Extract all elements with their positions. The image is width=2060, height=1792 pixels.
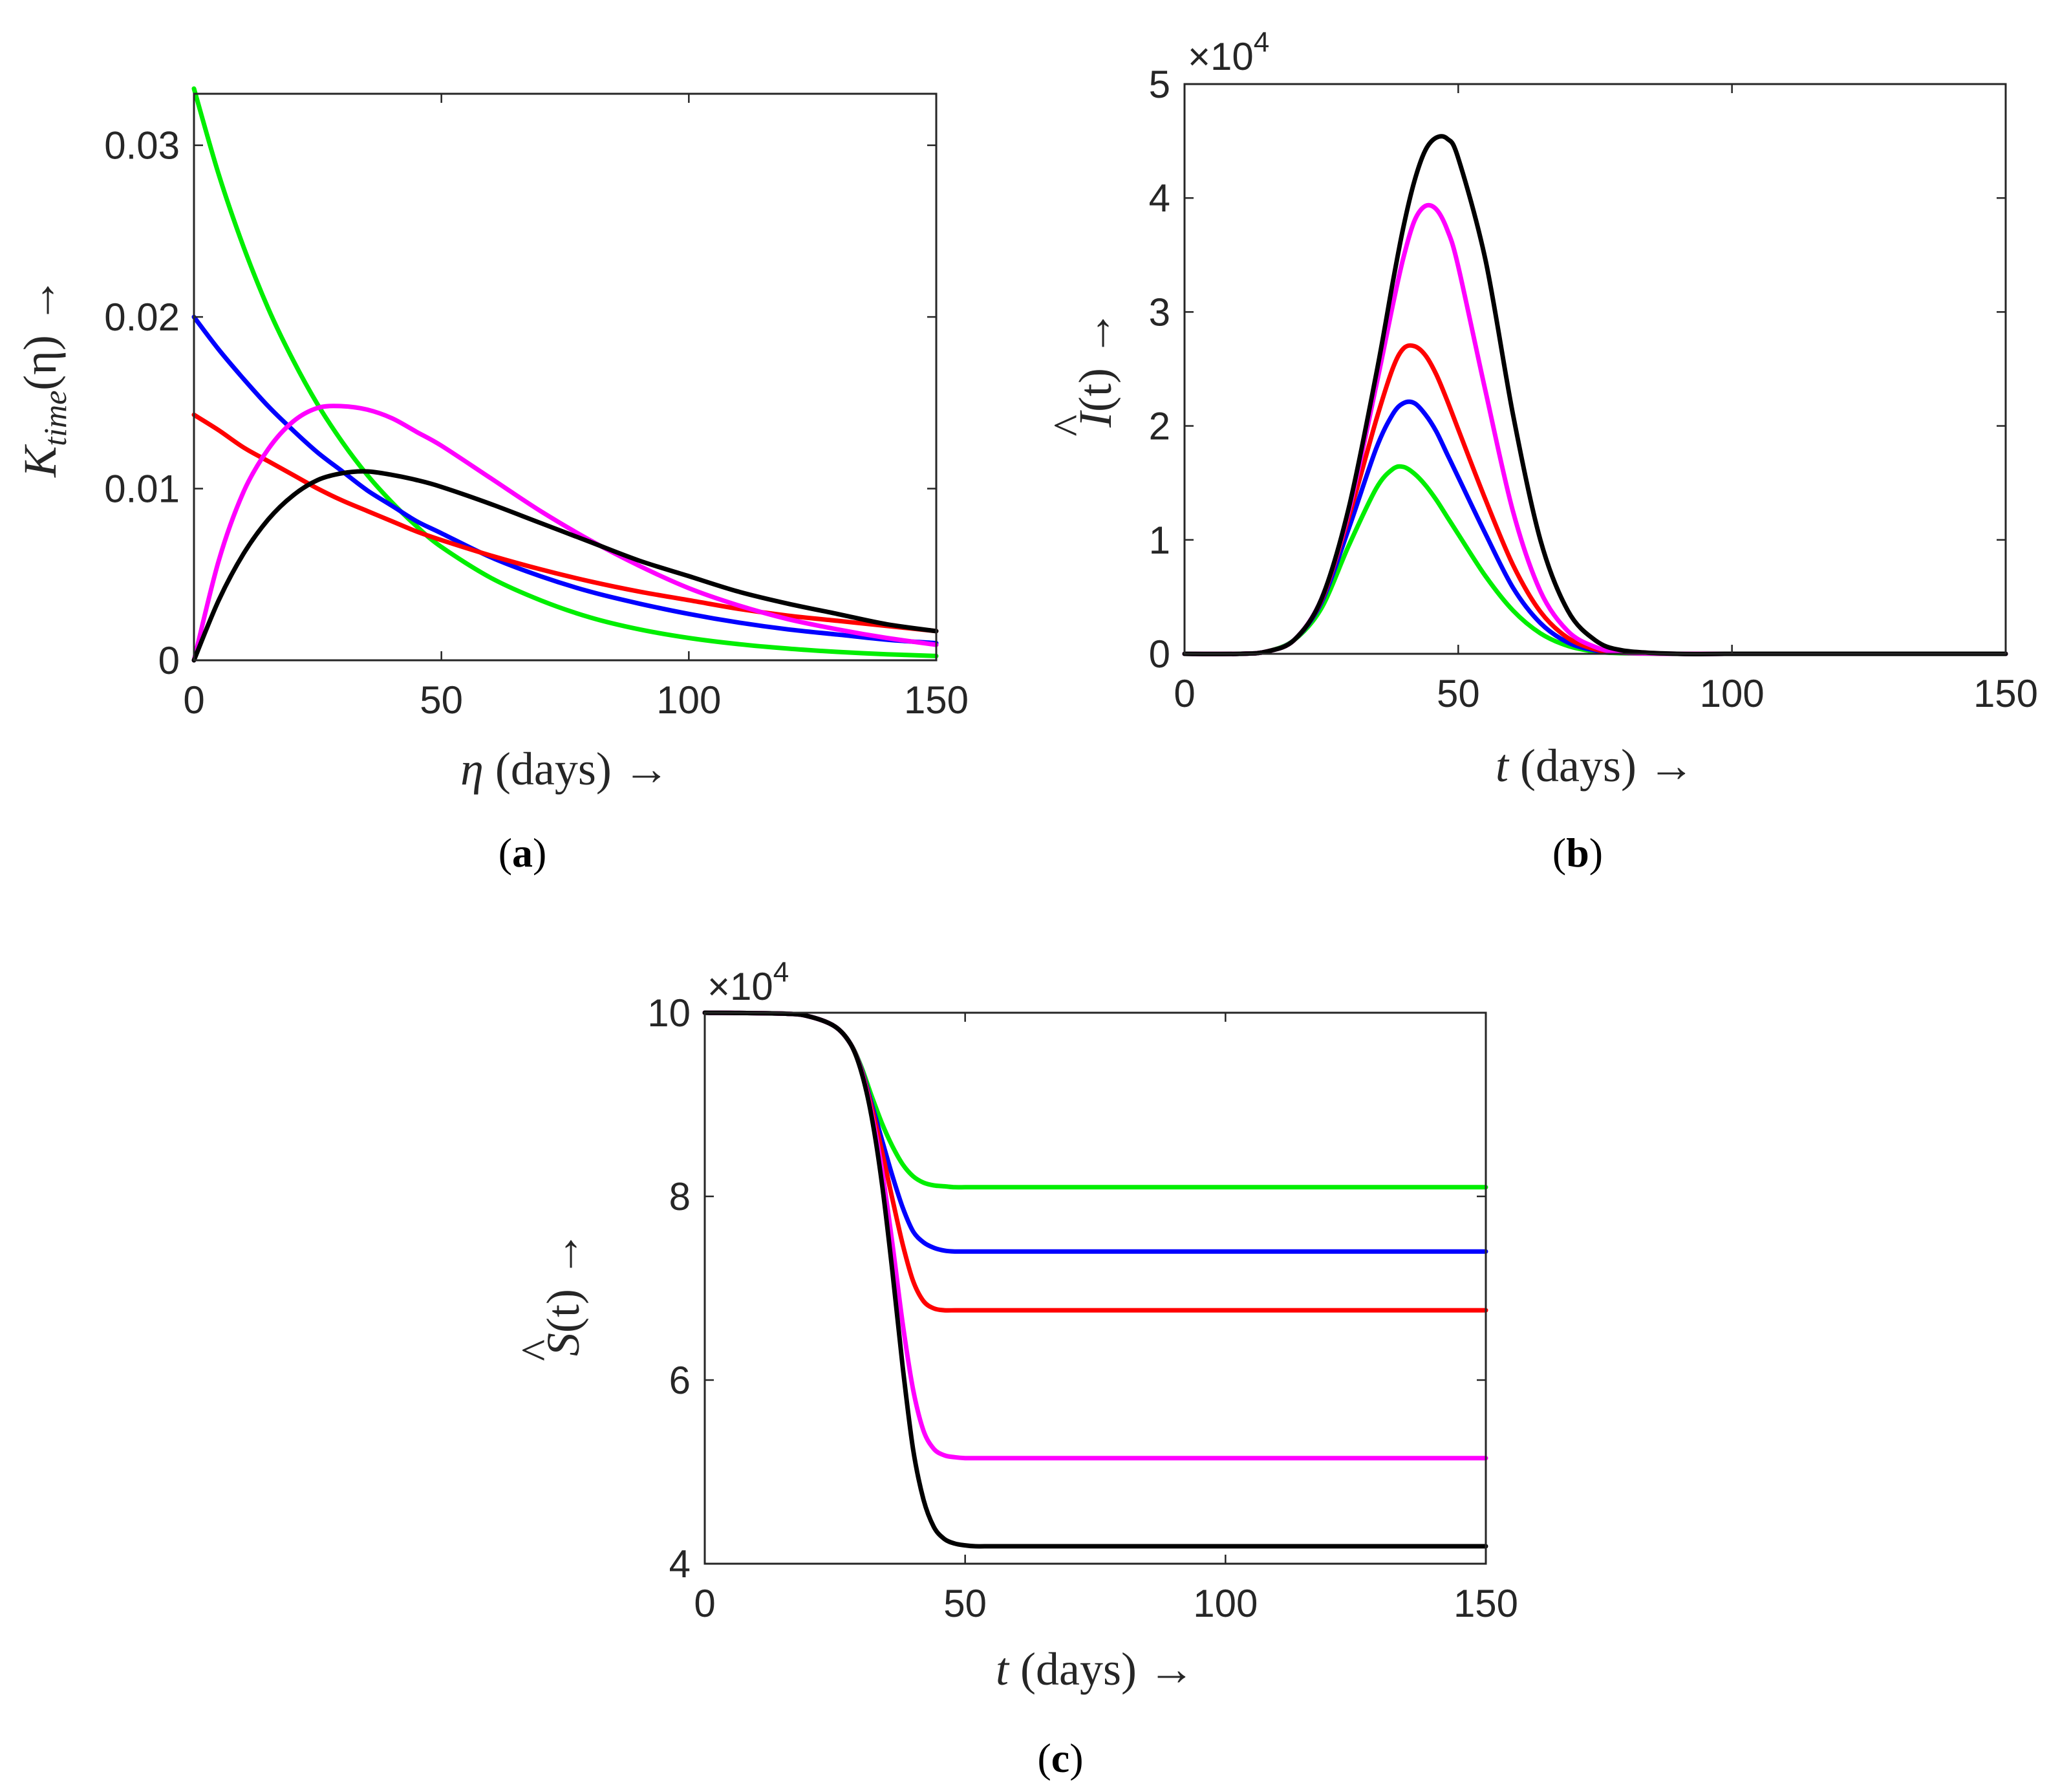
- panel-label-a-letter: a: [512, 830, 533, 876]
- axes-frame-b: [1183, 83, 2007, 655]
- y-tick-label-c: 4: [669, 1542, 691, 1586]
- x-tick-label-b: 50: [1437, 672, 1480, 715]
- x-axis-unit-c: (days) →: [1020, 1643, 1195, 1695]
- panel-label-b: (b): [1552, 830, 1603, 876]
- svg-text:S(t) →: S(t) →: [537, 1231, 589, 1356]
- series-magenta-line-c: [702, 1010, 1488, 1461]
- y-axis-label-b: I(t) → ^: [1044, 310, 1121, 437]
- series-black-line-b: [1182, 134, 2008, 656]
- x-axis-var-a: η: [460, 743, 484, 795]
- x-tick-label-a: 0: [183, 678, 204, 722]
- x-tick-label-b: 100: [1700, 672, 1765, 715]
- plot-area-c: [702, 1010, 1488, 1549]
- x-axis-unit-b: (days) →: [1520, 740, 1695, 792]
- y-tick-label-b: 0: [1149, 632, 1170, 676]
- series-black-line-a: [191, 469, 939, 663]
- series-blue-line-c: [702, 1010, 1488, 1254]
- x-tick-label-c: 150: [1454, 1582, 1518, 1625]
- axes-frame-c: [703, 1011, 1487, 1565]
- x-tick-label-c: 0: [694, 1582, 715, 1625]
- x-axis-label-b: t (days) →: [1496, 740, 1695, 792]
- y-exponent-base-b: ×10: [1188, 35, 1254, 78]
- tick-marks-c: [703, 1011, 1487, 1565]
- y-tick-label-b: 5: [1149, 63, 1170, 106]
- x-axis-label-c: t (days) →: [996, 1643, 1195, 1695]
- plot-area-a: [191, 86, 939, 663]
- y-exponent-base-c: ×10: [707, 965, 773, 1008]
- y-axis-hat-c: ^: [511, 1339, 563, 1361]
- axes-frame-a: [193, 92, 938, 662]
- y-tick-label-b: 3: [1149, 290, 1170, 334]
- chart-panel-a: 0 50 100 150 00.010.020.03 η (days) → Ktime(…: [14, 86, 969, 876]
- series-black-line-c: [702, 1010, 1488, 1549]
- y-tick-label-b: 4: [1149, 177, 1170, 220]
- panel-label-b-letter: b: [1566, 830, 1589, 876]
- series-blue-line-b: [1182, 399, 2008, 656]
- y-axis-hat-b: ^: [1044, 415, 1095, 437]
- y-tick-label-a: 0.03: [104, 124, 180, 167]
- y-exponent-power-b: 4: [1254, 27, 1269, 58]
- tick-marks-b: [1183, 83, 2007, 655]
- svg-text:I(t) →: I(t) →: [1069, 310, 1121, 428]
- y-tick-label-b: 2: [1149, 405, 1170, 448]
- series-red-line-b: [1182, 343, 2008, 656]
- x-tick-label-a: 100: [656, 678, 721, 722]
- y-axis-main-b: I: [1069, 410, 1121, 428]
- y-axis-label-a: Ktime(η) →: [14, 277, 73, 478]
- y-exponent-power-c: 4: [773, 956, 789, 988]
- panel-label-a: (a): [499, 830, 547, 876]
- x-tick-label-a: 150: [904, 678, 969, 722]
- y-tick-labels-a: 0 0.01 0.02 0.03: [104, 124, 180, 682]
- tick-marks-a: [193, 94, 938, 662]
- x-tick-labels-b: 0 50 100 150: [1174, 672, 2038, 715]
- panel-label-c: (c): [1037, 1735, 1083, 1781]
- y-exponent-label-c: ×104: [707, 956, 789, 1008]
- plot-area-b: [1182, 134, 2008, 656]
- series-green-line-c: [702, 1010, 1488, 1190]
- y-axis-main-a: K: [14, 444, 66, 478]
- series-blue-line-a: [191, 314, 939, 645]
- x-tick-label-b: 0: [1174, 672, 1195, 715]
- series-red-line-c: [702, 1010, 1488, 1313]
- y-tick-labels-c: 4 6 8 10: [647, 991, 691, 1586]
- y-tick-label-b: 1: [1149, 519, 1170, 562]
- y-tick-label-c: 6: [669, 1359, 691, 1402]
- x-tick-labels-c: 0 50 100 150: [694, 1582, 1518, 1625]
- series-magenta-line-a: [191, 404, 939, 663]
- y-tick-label-a: 0: [158, 639, 180, 682]
- y-tick-label-a: 0.02: [104, 296, 180, 339]
- series-magenta-line-b: [1182, 202, 2008, 656]
- x-axis-var-c: t: [996, 1643, 1010, 1695]
- x-tick-labels-a: 0 50 100 150: [183, 678, 969, 722]
- x-axis-unit-a: (days) →: [495, 743, 670, 795]
- x-axis-var-b: t: [1496, 740, 1510, 792]
- series-green-line-a: [191, 86, 939, 658]
- series-red-line-a: [191, 412, 939, 634]
- x-tick-label-c: 100: [1193, 1582, 1258, 1625]
- y-tick-label-c: 8: [669, 1175, 691, 1218]
- y-axis-sub-a: time: [37, 391, 73, 446]
- y-axis-arg-b: (t) →: [1069, 310, 1121, 412]
- x-tick-label-c: 50: [943, 1582, 987, 1625]
- y-tick-labels-b: 0 1 2 3 4 5: [1149, 63, 1170, 676]
- y-tick-label-c: 10: [647, 991, 691, 1035]
- x-tick-label-b: 150: [1973, 672, 2038, 715]
- x-tick-label-a: 50: [420, 678, 463, 722]
- panel-label-c-letter: c: [1051, 1735, 1069, 1781]
- x-axis-label-a: η (days) →: [460, 743, 670, 795]
- y-axis-label-c: S(t) → ^: [511, 1231, 589, 1361]
- y-tick-label-a: 0.01: [104, 468, 180, 511]
- y-axis-main-c: S: [537, 1333, 589, 1356]
- y-axis-arg-c: (t) →: [537, 1231, 589, 1333]
- y-axis-arg-a: (η) →: [14, 277, 66, 391]
- y-exponent-label-b: ×104: [1188, 27, 1269, 78]
